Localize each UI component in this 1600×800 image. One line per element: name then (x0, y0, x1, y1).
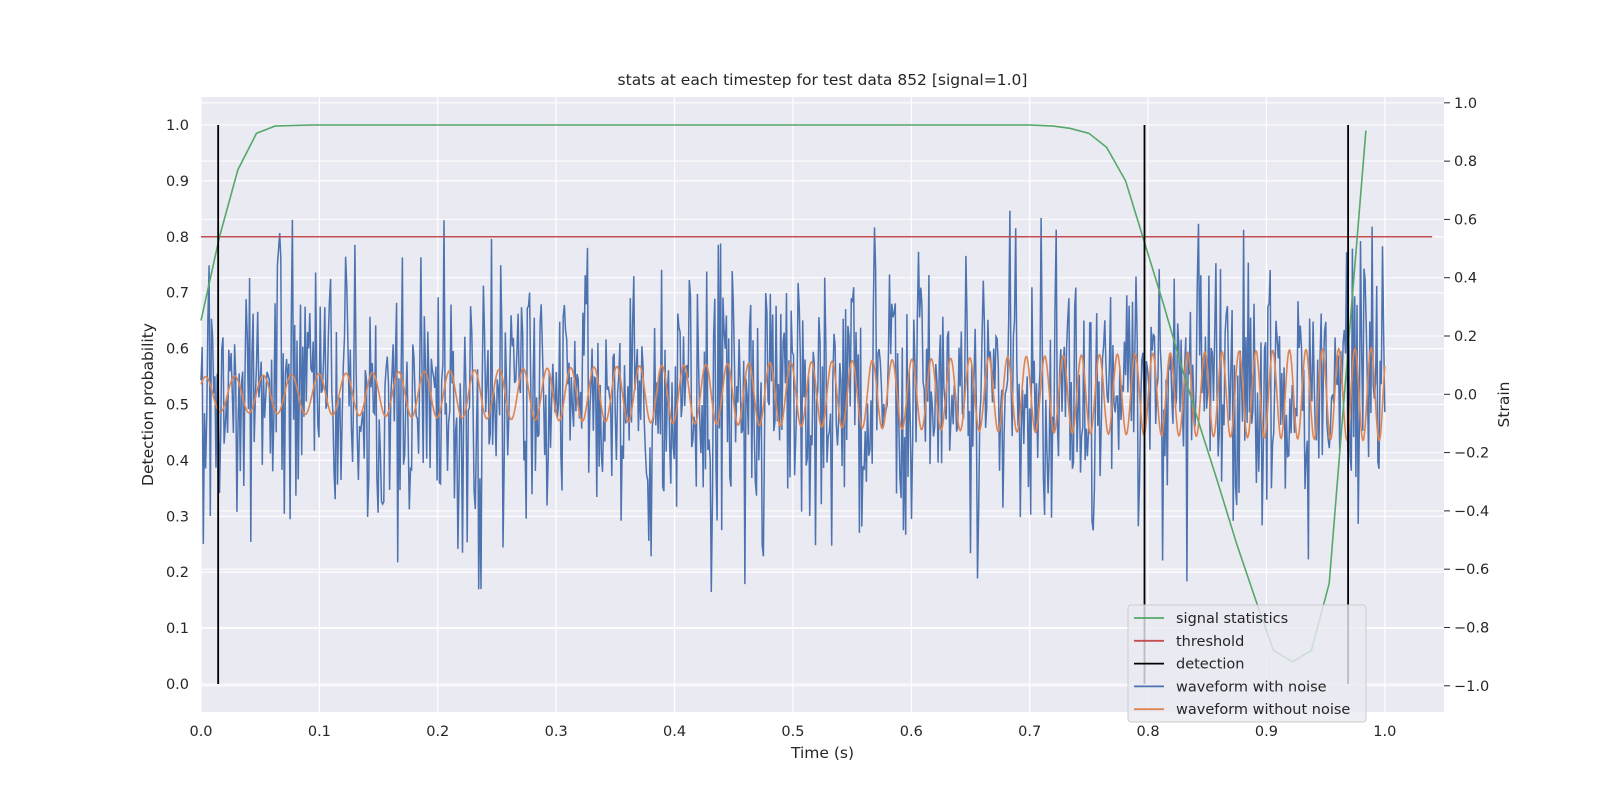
legend-label: waveform with noise (1176, 679, 1327, 695)
legend-label: detection (1176, 657, 1244, 673)
y-tick-label: 0.2 (166, 565, 189, 581)
y-right-tick-label: −0.4 (1454, 504, 1489, 520)
chart-title: stats at each timestep for test data 852… (618, 71, 1028, 89)
x-tick-label: 0.5 (781, 724, 804, 740)
y-tick-label: 0.3 (166, 509, 189, 525)
y-right-tick-label: −1.0 (1454, 679, 1489, 695)
y-tick-label: 1.0 (166, 118, 189, 134)
y-right-tick-label: 0.0 (1454, 387, 1477, 403)
y-right-tick-label: −0.6 (1454, 562, 1489, 578)
x-axis-label: Time (s) (790, 744, 854, 762)
y-tick-label: 0.5 (166, 398, 189, 414)
ticks-layer: 0.0 0.1 0.2 0.3 0.4 0.5 0.6 0.7 0.8 0.9 1.0 0.0 0.1 0… (166, 96, 1489, 740)
x-tick-label: 0.4 (663, 724, 686, 740)
x-tick-label: 0.3 (545, 724, 568, 740)
legend-label: signal statistics (1176, 611, 1288, 627)
legend-label: threshold (1176, 634, 1244, 650)
y-right-axis-label: Strain (1495, 382, 1513, 428)
y-tick-label: 0.9 (166, 174, 189, 190)
legend-box (1127, 604, 1367, 723)
y-tick-label: 0.1 (166, 621, 189, 637)
x-tick-label: 0.7 (1018, 724, 1041, 740)
y-right-tick-label: 0.8 (1454, 154, 1477, 170)
y-tick-label: 0.8 (166, 230, 189, 246)
y-right-tick-label: −0.8 (1454, 620, 1489, 636)
x-tick-label: 0.9 (1255, 724, 1278, 740)
y-tick-label: 0.0 (166, 677, 189, 693)
x-tick-label: 0.2 (426, 724, 449, 740)
y-axis-label: Detection probability (139, 323, 157, 486)
y-right-tick-label: −0.2 (1454, 446, 1489, 462)
x-tick-label: 0.0 (189, 724, 212, 740)
series-waveform-with-noise (200, 210, 1386, 593)
series-waveform-without-noise (200, 346, 1386, 442)
y-right-tick-label: 0.4 (1454, 271, 1477, 287)
legend: signal statistics threshold detection wavef… (1127, 604, 1367, 723)
y-right-tick-label: 0.2 (1454, 329, 1477, 345)
y-tick-label: 0.4 (166, 453, 189, 469)
x-tick-label: 1.0 (1373, 724, 1396, 740)
y-tick-label: 0.7 (166, 286, 189, 302)
y-right-tick-label: 1.0 (1454, 96, 1477, 112)
series-layer (200, 124, 1433, 685)
x-tick-label: 0.8 (1137, 724, 1160, 740)
x-tick-label: 0.1 (308, 724, 331, 740)
legend-label: waveform without noise (1176, 702, 1350, 718)
y-right-tick-label: 0.6 (1454, 212, 1477, 228)
y-tick-label: 0.6 (166, 342, 189, 358)
x-tick-label: 0.6 (900, 724, 923, 740)
